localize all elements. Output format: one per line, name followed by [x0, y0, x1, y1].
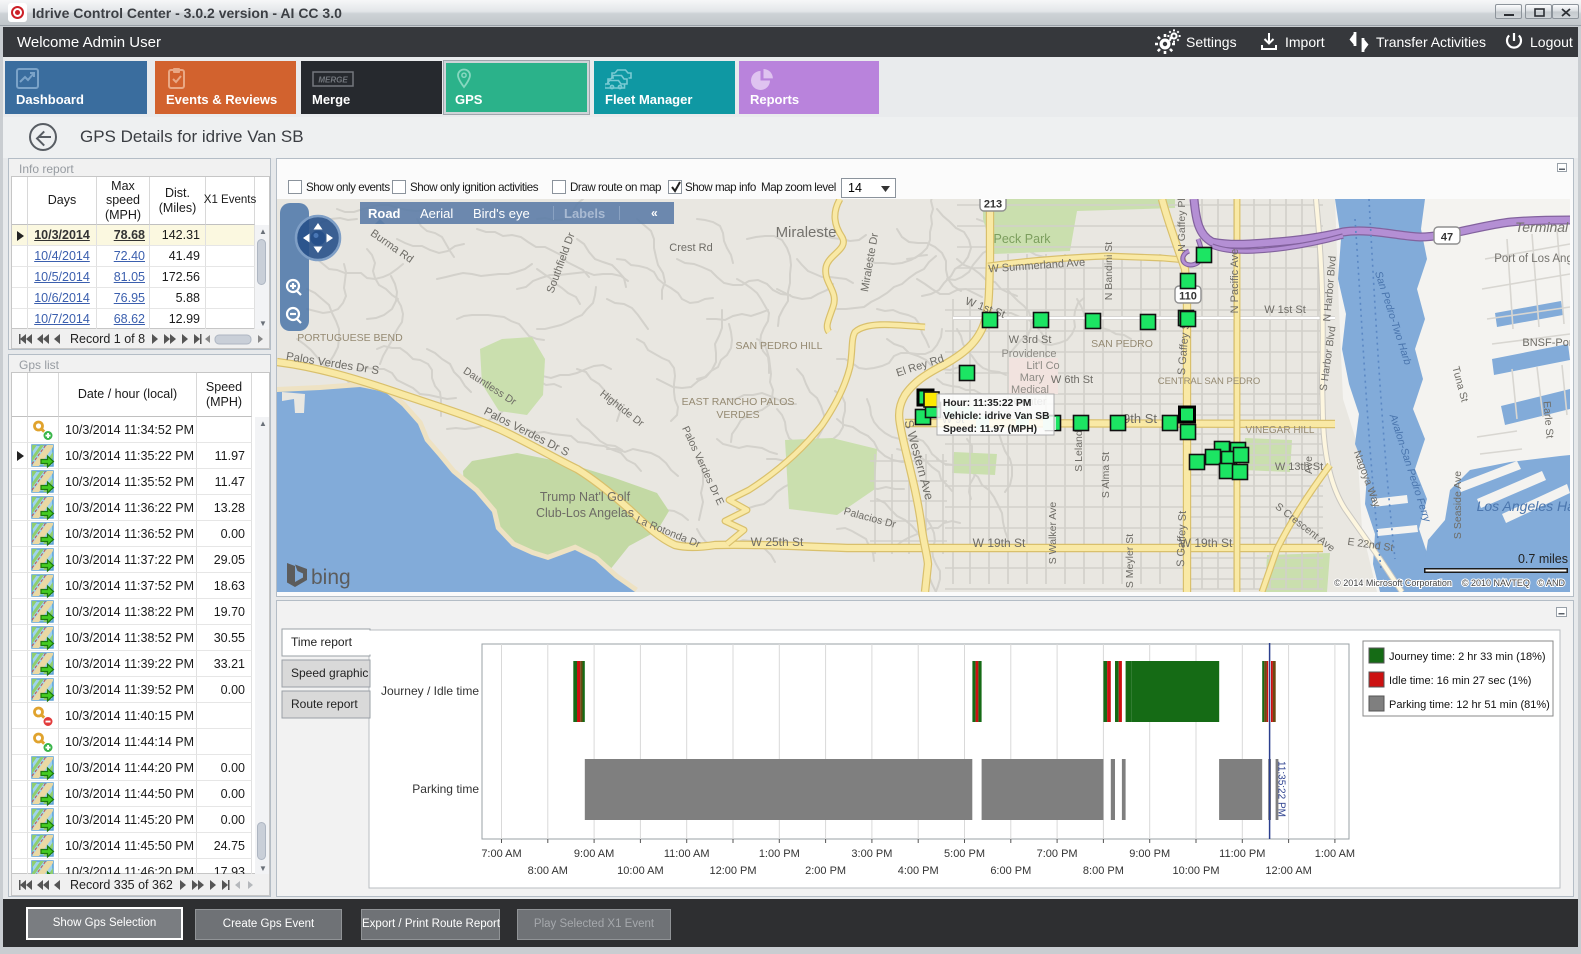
svg-text:9:00 AM: 9:00 AM	[574, 848, 614, 860]
svg-text:S Meyler St: S Meyler St	[1124, 534, 1136, 588]
svg-text:3:00 PM: 3:00 PM	[851, 848, 892, 860]
svg-text:S Seaside Ave: S Seaside Ave	[1452, 471, 1464, 539]
svg-text:11:35:22 PM: 11:35:22 PM	[1276, 761, 1287, 817]
svg-text:11:00 PM: 11:00 PM	[1219, 848, 1265, 860]
svg-text:BNSF-Port: BNSF-Port	[1522, 337, 1570, 349]
svg-text:11:00 AM: 11:00 AM	[664, 848, 710, 860]
svg-text:4:00 PM: 4:00 PM	[898, 865, 939, 877]
svg-text:Bird's eye: Bird's eye	[473, 206, 530, 221]
svg-text:© 2014 Microsoft Corporation: © 2014 Microsoft Corporation © 2010 NAVT…	[1334, 578, 1565, 588]
svg-text:Route report: Route report	[291, 697, 358, 711]
svg-text:W 1st St: W 1st St	[1264, 304, 1306, 316]
svg-text:MERGE: MERGE	[318, 76, 348, 85]
svg-text:Crest Rd: Crest Rd	[669, 242, 712, 254]
svg-text:Aerial: Aerial	[420, 206, 453, 221]
svg-text:Terminal Is: Terminal Is	[1515, 219, 1570, 235]
svg-text:8:00 PM: 8:00 PM	[1083, 865, 1124, 877]
svg-text:2:00 PM: 2:00 PM	[805, 865, 846, 877]
svg-text:S Alma St: S Alma St	[1100, 452, 1112, 498]
svg-text:N Bandini St: N Bandini St	[1103, 242, 1115, 300]
svg-text:12:00 PM: 12:00 PM	[709, 865, 756, 877]
svg-text:1:00 AM: 1:00 AM	[1315, 848, 1355, 860]
svg-text:213: 213	[984, 199, 1002, 211]
svg-text:Los Angeles Harb: Los Angeles Harb	[1477, 498, 1570, 514]
svg-text:6:00 PM: 6:00 PM	[990, 865, 1031, 877]
svg-text:Club-Los Angelas: Club-Los Angelas	[536, 506, 634, 520]
svg-text:Speed: 11.97 (MPH): Speed: 11.97 (MPH)	[943, 424, 1037, 435]
svg-text:SAN PEDRO HILL: SAN PEDRO HILL	[736, 340, 823, 352]
svg-text:5:00 PM: 5:00 PM	[944, 848, 985, 860]
svg-text:Parking time: 12 hr 51 min (81: Parking time: 12 hr 51 min (81%)	[1389, 699, 1550, 711]
svg-text:VERDES: VERDES	[716, 409, 759, 421]
svg-text:W 13th St: W 13th St	[1275, 461, 1323, 473]
svg-text:Time report: Time report	[291, 635, 353, 649]
svg-text:8:00 AM: 8:00 AM	[528, 865, 568, 877]
svg-text:Hour: 11:35:22 PM: Hour: 11:35:22 PM	[943, 398, 1031, 409]
svg-text:Lit'l Co: Lit'l Co	[1026, 360, 1059, 372]
svg-text:0.7 miles: 0.7 miles	[1518, 552, 1568, 566]
svg-text:Trump Nat'l Golf: Trump Nat'l Golf	[540, 490, 631, 504]
svg-text:S Gaffey St: S Gaffey St	[1175, 511, 1189, 567]
svg-text:W 19th St: W 19th St	[973, 536, 1026, 550]
svg-text:Miraleste: Miraleste	[776, 224, 837, 241]
svg-text:9th St: 9th St	[1123, 411, 1157, 426]
svg-text:Idle time: 16 min 27 sec (1%): Idle time: 16 min 27 sec (1%)	[1389, 675, 1531, 687]
svg-text:W 19th St: W 19th St	[1180, 536, 1233, 550]
svg-text:W 25th St: W 25th St	[751, 535, 804, 549]
svg-text:Journey time: 2 hr 33 min (18%: Journey time: 2 hr 33 min (18%)	[1389, 651, 1546, 663]
svg-text:S Gaffey S: S Gaffey S	[1176, 322, 1193, 376]
svg-text:N Pacific Ave: N Pacific Ave	[1229, 249, 1241, 314]
svg-text:VINEGAR HILL: VINEGAR HILL	[1246, 425, 1315, 436]
svg-text:W 3rd St: W 3rd St	[1009, 334, 1052, 346]
svg-text:Vehicle: idrive Van SB: Vehicle: idrive Van SB	[943, 411, 1049, 422]
svg-text:CENTRAL SAN PEDRO: CENTRAL SAN PEDRO	[1158, 376, 1261, 387]
svg-text:9:00 PM: 9:00 PM	[1129, 848, 1170, 860]
svg-text:W 6th St: W 6th St	[1051, 374, 1093, 386]
svg-text:bing: bing	[311, 566, 351, 589]
svg-text:7:00 PM: 7:00 PM	[1037, 848, 1078, 860]
svg-text:Record 335 of 362: Record 335 of 362	[70, 878, 173, 892]
svg-text:Parking time: Parking time	[412, 782, 479, 796]
svg-text:S Leland: S Leland	[1073, 430, 1085, 472]
svg-text:Speed graphic: Speed graphic	[291, 666, 368, 680]
svg-text:7:00 AM: 7:00 AM	[481, 848, 521, 860]
svg-text:Record 1 of 8: Record 1 of 8	[70, 332, 145, 346]
svg-text:EAST RANCHO PALOS: EAST RANCHO PALOS	[682, 396, 795, 408]
svg-text:Peck Park: Peck Park	[994, 232, 1052, 246]
svg-text:110: 110	[1179, 291, 1197, 303]
svg-text:N Harbor Blvd: N Harbor Blvd	[1321, 255, 1339, 322]
svg-text:PORTUGUESE BEND: PORTUGUESE BEND	[297, 332, 403, 344]
svg-text:Road: Road	[368, 206, 401, 221]
svg-text:S Walker Ave: S Walker Ave	[1047, 502, 1059, 565]
svg-text:Labels: Labels	[564, 206, 605, 221]
svg-text:Providence: Providence	[1001, 348, 1056, 360]
svg-text:Earle St: Earle St	[1540, 401, 1555, 439]
svg-text:SAN PEDRO: SAN PEDRO	[1091, 338, 1153, 350]
svg-text:47: 47	[1441, 232, 1453, 244]
svg-text:Medical: Medical	[1011, 384, 1049, 396]
svg-text:10:00 PM: 10:00 PM	[1172, 865, 1219, 877]
svg-text:Port of Los Angel: Port of Los Angel	[1494, 253, 1570, 265]
svg-text:«: «	[651, 206, 658, 220]
svg-text:Journey / Idle time: Journey / Idle time	[381, 684, 479, 698]
svg-text:1:00 PM: 1:00 PM	[759, 848, 800, 860]
svg-text:Mary: Mary	[1020, 372, 1045, 384]
svg-text:N Gaffey Pl: N Gaffey Pl	[1176, 199, 1188, 252]
svg-text:12:00 AM: 12:00 AM	[1265, 865, 1311, 877]
svg-text:10:00 AM: 10:00 AM	[617, 865, 663, 877]
svg-text:Ave: Ave	[1303, 456, 1315, 474]
